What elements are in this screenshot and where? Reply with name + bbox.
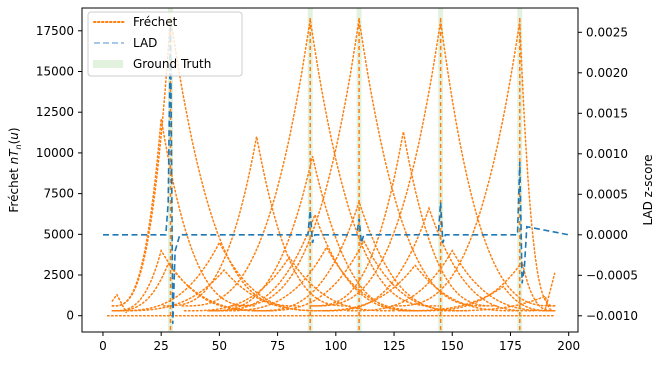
frechet-curve <box>111 118 256 307</box>
frechet-curve <box>113 240 325 312</box>
y-right-tick-label: 0.0010 <box>586 147 628 161</box>
frechet-curve <box>111 293 127 314</box>
ground-truth-band <box>356 8 362 332</box>
x-tick-label: 75 <box>270 339 285 353</box>
legend: Fréchet LAD Ground Truth <box>87 11 243 77</box>
x-tick-label: 0 <box>99 339 107 353</box>
y-right-tick-label: −0.0010 <box>586 309 638 323</box>
frechet-curve <box>220 245 433 312</box>
legend-label: LAD <box>133 36 157 50</box>
frechet-curve <box>309 131 498 307</box>
plot-frame <box>81 7 579 333</box>
y-axis-left-title: Fréchet nTn(u) <box>7 127 23 212</box>
y-left-tick-label: 10000 <box>36 146 74 160</box>
legend-swatch-band <box>93 60 123 68</box>
x-tick-label: 200 <box>557 339 580 353</box>
frechet-curve <box>209 212 421 312</box>
legend-label: Fréchet <box>133 15 178 29</box>
y-left-tick-label: 15000 <box>36 64 74 78</box>
frechet-curve <box>544 272 556 310</box>
frechet-curve <box>118 268 330 312</box>
y-left-tick-label: 7500 <box>43 187 74 201</box>
frechet-curve <box>346 249 556 312</box>
y-left-tick-label: 17500 <box>36 24 74 38</box>
frechet-curve <box>258 239 470 312</box>
frechet-curve <box>183 255 395 312</box>
legend-box <box>87 11 243 77</box>
frechet-curve <box>111 248 267 312</box>
x-tick-label: 125 <box>383 339 406 353</box>
frechet-curve <box>416 260 556 312</box>
y-left-tick-label: 2500 <box>43 268 74 282</box>
x-tick-label: 50 <box>212 339 227 353</box>
ground-truth-band <box>438 8 444 332</box>
y-right-tick-label: −0.0005 <box>586 268 638 282</box>
x-tick-label: 25 <box>154 339 169 353</box>
y-right-tick-label: 0.0020 <box>586 66 628 80</box>
y-right-tick-label: 0.0025 <box>586 25 628 39</box>
frechet-curve <box>397 285 556 312</box>
x-tick-label: 175 <box>499 339 522 353</box>
frechet-curve <box>162 136 351 307</box>
lad-series-line <box>103 24 569 324</box>
y-left-tick-label: 12500 <box>36 105 74 119</box>
y-left-tick-label: 0 <box>66 309 74 323</box>
y-right-tick-label: 0.0015 <box>586 106 628 120</box>
x-tick-label: 150 <box>441 339 464 353</box>
x-tick-label: 100 <box>324 339 347 353</box>
frechet-curve <box>390 20 556 307</box>
legend-label: Ground Truth <box>133 57 211 71</box>
y-axis-right-title: LAD z-score <box>641 154 655 225</box>
ground-truth-band <box>307 8 313 332</box>
ground-truth-band <box>167 8 173 332</box>
y-right-tick-label: 0.0000 <box>586 228 628 242</box>
y-left-tick-label: 5000 <box>43 227 74 241</box>
y-right-tick-label: 0.0005 <box>586 187 628 201</box>
